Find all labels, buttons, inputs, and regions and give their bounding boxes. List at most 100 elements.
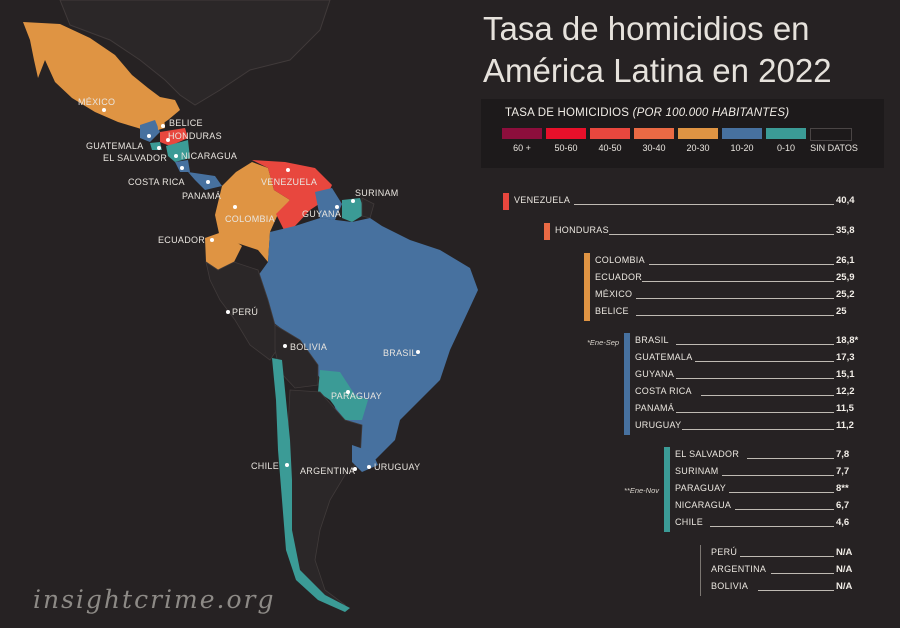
city-dot-bolivia <box>283 344 287 348</box>
row-line <box>676 412 834 413</box>
row-value: 17,3 <box>836 352 855 363</box>
row-line <box>758 590 834 591</box>
legend-swatch <box>590 128 630 139</box>
page-title: Tasa de homicidios en América Latina en … <box>483 10 832 89</box>
legend-label: 20-30 <box>686 143 710 153</box>
map-label-nicaragua: NICARAGUA <box>181 151 238 161</box>
row-value: 7,7 <box>836 466 850 477</box>
row-line <box>739 556 834 557</box>
row-value: 8** <box>836 483 849 494</box>
map-label-brasil: BRASIL <box>383 348 417 358</box>
legend: TASA DE HOMICIDIOS (POR 100.000 HABITANT… <box>481 99 884 168</box>
row-line <box>734 509 834 510</box>
map-label-costa-rica: COSTA RICA <box>128 177 185 187</box>
row-value: N/A <box>836 581 853 592</box>
city-dot-nicaragua <box>174 154 178 158</box>
row-label: URUGUAY <box>635 420 682 430</box>
row-label: MÉXICO <box>595 289 633 299</box>
chile-shape <box>272 358 350 612</box>
legend-swatch <box>502 128 542 139</box>
city-dot-argentina <box>353 467 357 471</box>
row-line <box>636 315 834 316</box>
row-label: GUYANA <box>635 369 675 379</box>
row-label: CHILE <box>675 517 704 527</box>
guatemala-shape <box>140 120 160 142</box>
row-line <box>573 204 834 205</box>
map-label-honduras: HONDURAS <box>168 131 222 141</box>
city-dot-guatemala <box>147 134 151 138</box>
legend-swatch <box>810 128 852 141</box>
legend-title-note: (POR 100.000 HABITANTES) <box>632 107 790 119</box>
row-value: 35,8 <box>836 225 855 236</box>
map-label-ecuador: ECUADOR <box>158 235 206 245</box>
paraguay-shape <box>318 370 368 420</box>
city-dot-honduras <box>166 138 170 142</box>
group-bar <box>624 333 630 435</box>
row-label: PERÚ <box>711 547 738 557</box>
note-paraguay: **Ene-Nov <box>624 486 660 495</box>
row-value: 25 <box>836 306 847 317</box>
row-line <box>770 573 834 574</box>
row-value: 4,6 <box>836 517 850 528</box>
city-dot-ecuador <box>210 238 214 242</box>
row-value: 15,1 <box>836 369 855 380</box>
map-label-mexico: MÉXICO <box>78 97 116 107</box>
uruguay-shape <box>352 445 378 472</box>
city-dot-surinam <box>351 199 355 203</box>
row-label: NICARAGUA <box>675 500 732 510</box>
row-value: 40,4 <box>836 195 855 206</box>
group-bar <box>503 193 509 210</box>
city-dot-colombia <box>233 205 237 209</box>
row-value: 12,2 <box>836 386 855 397</box>
ecuador-shape <box>205 232 242 270</box>
group-bar <box>700 545 701 596</box>
row-line <box>642 281 834 282</box>
city-dot-el-salvador <box>157 146 161 150</box>
city-dot-brasil <box>416 350 420 354</box>
row-line <box>722 475 834 476</box>
panama-shape <box>188 172 222 190</box>
row-line <box>648 264 834 265</box>
legend-swatch <box>634 128 674 139</box>
row-line <box>694 361 834 362</box>
legend-label: 0-10 <box>776 143 795 153</box>
map-label-venezuela: VENEZUELA <box>261 177 318 187</box>
legend-swatch <box>678 128 718 139</box>
legend-label: 10-20 <box>730 143 754 153</box>
row-label: VENEZUELA <box>514 195 571 205</box>
row-value: 6,7 <box>836 500 850 511</box>
row-line <box>728 492 834 493</box>
legend-label: 60 + <box>513 143 531 153</box>
row-label: BRASIL <box>635 335 669 345</box>
map-label-guatemala: GUATEMALA <box>86 141 144 151</box>
row-value: N/A <box>836 547 853 558</box>
city-dot-paraguay <box>346 390 350 394</box>
legend-swatch <box>766 128 806 139</box>
group-bar <box>584 253 590 321</box>
map-label-peru: PERÚ <box>232 307 259 317</box>
legend-label: 50-60 <box>554 143 578 153</box>
nicaragua-shape <box>166 140 190 162</box>
french-guiana-shape <box>361 197 375 219</box>
row-label: EL SALVADOR <box>675 449 740 459</box>
map-label-bolivia: BOLIVIA <box>290 342 328 352</box>
row-value: 7,8 <box>836 449 850 460</box>
map-label-argentina: ARGENTINA <box>300 466 356 476</box>
row-label: ECUADOR <box>595 272 643 282</box>
credit-watermark: insightcrime.org <box>33 585 276 614</box>
city-dot-guyana <box>335 205 339 209</box>
row-value: 18,8* <box>836 335 859 346</box>
colombia-shape <box>215 162 290 262</box>
city-dot-belice <box>161 124 165 128</box>
row-label: GUATEMALA <box>635 352 693 362</box>
map-label-belice: BELICE <box>169 118 203 128</box>
group-bar <box>664 447 670 532</box>
legend-title: TASA DE HOMICIDIOS (POR 100.000 HABITANT… <box>505 107 789 119</box>
row-label: PANAMÁ <box>635 403 675 413</box>
belice-shape <box>157 116 165 130</box>
city-dot-venezuela <box>286 168 290 172</box>
row-label: BOLIVIA <box>711 581 749 591</box>
legend-swatch <box>546 128 586 139</box>
map-label-chile: CHILE <box>251 461 280 471</box>
